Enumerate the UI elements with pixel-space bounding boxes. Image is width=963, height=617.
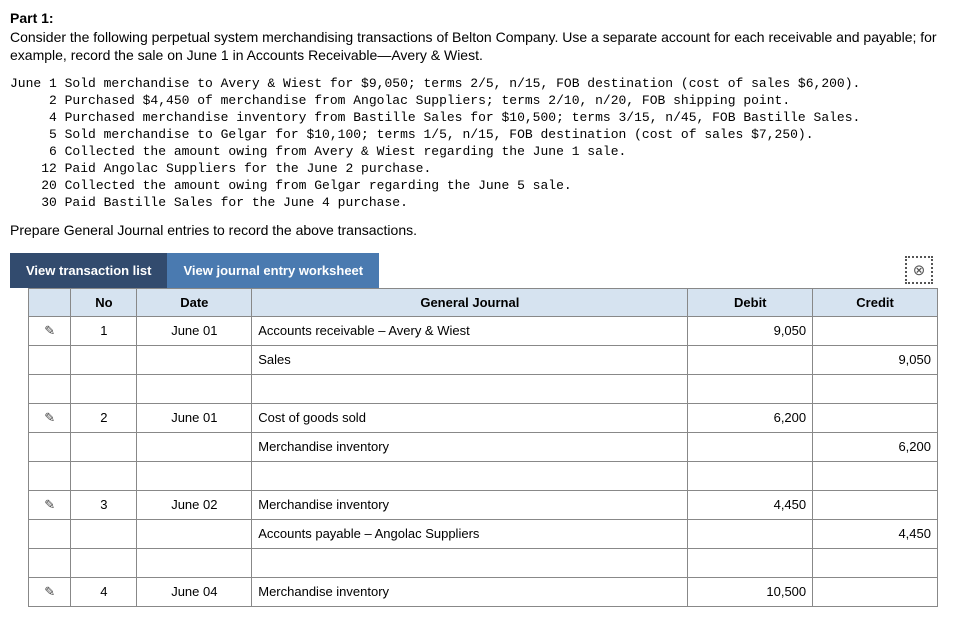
intro-text: Consider the following perpetual system …: [10, 28, 953, 64]
credit-cell[interactable]: [813, 316, 938, 345]
transaction-list: June 1 Sold merchandise to Avery & Wiest…: [10, 76, 953, 211]
no-cell: [71, 461, 137, 490]
journal-table: No Date General Journal Debit Credit ✎1J…: [28, 288, 938, 607]
debit-cell[interactable]: [688, 432, 813, 461]
table-row: ✎1June 01Accounts receivable – Avery & W…: [29, 316, 938, 345]
credit-cell[interactable]: [813, 461, 938, 490]
no-cell: [71, 374, 137, 403]
account-cell[interactable]: Cost of goods sold: [252, 403, 688, 432]
account-cell[interactable]: Sales: [252, 345, 688, 374]
no-cell: [71, 519, 137, 548]
debit-cell[interactable]: 6,200: [688, 403, 813, 432]
account-cell[interactable]: Merchandise inventory: [252, 490, 688, 519]
part-title: Part 1:: [10, 10, 953, 26]
edit-icon: [29, 548, 71, 577]
header-edit: [29, 288, 71, 316]
credit-cell[interactable]: [813, 490, 938, 519]
table-row: Sales 9,050: [29, 345, 938, 374]
no-cell: [71, 548, 137, 577]
debit-cell[interactable]: 4,450: [688, 490, 813, 519]
debit-cell[interactable]: [688, 461, 813, 490]
table-row: Accounts payable – Angolac Suppliers 4,45…: [29, 519, 938, 548]
date-cell: [137, 432, 252, 461]
date-cell: June 01: [137, 403, 252, 432]
tab-bar: View transaction list View journal entry…: [10, 253, 953, 288]
debit-cell[interactable]: [688, 374, 813, 403]
date-cell: [137, 374, 252, 403]
account-cell[interactable]: [252, 461, 688, 490]
credit-cell[interactable]: 9,050: [813, 345, 938, 374]
debit-cell[interactable]: 9,050: [688, 316, 813, 345]
date-cell: June 04: [137, 577, 252, 606]
table-row: [29, 374, 938, 403]
edit-icon: [29, 519, 71, 548]
table-row: [29, 548, 938, 577]
edit-icon[interactable]: ✎: [29, 316, 71, 345]
credit-cell[interactable]: [813, 577, 938, 606]
debit-cell[interactable]: [688, 519, 813, 548]
table-row: ✎4June 04Merchandise inventory10,500: [29, 577, 938, 606]
close-icon[interactable]: ⊗: [905, 256, 933, 284]
account-cell[interactable]: [252, 374, 688, 403]
credit-cell[interactable]: [813, 403, 938, 432]
edit-icon: [29, 432, 71, 461]
edit-icon: [29, 345, 71, 374]
header-general-journal: General Journal: [252, 288, 688, 316]
no-cell: [71, 345, 137, 374]
tab-journal-worksheet[interactable]: View journal entry worksheet: [167, 253, 379, 288]
table-row: ✎2June 01Cost of goods sold6,200: [29, 403, 938, 432]
no-cell: 2: [71, 403, 137, 432]
debit-cell[interactable]: [688, 548, 813, 577]
date-cell: [137, 519, 252, 548]
account-cell[interactable]: Accounts payable – Angolac Suppliers: [252, 519, 688, 548]
date-cell: June 02: [137, 490, 252, 519]
account-cell[interactable]: [252, 548, 688, 577]
debit-cell[interactable]: 10,500: [688, 577, 813, 606]
account-cell[interactable]: Merchandise inventory: [252, 432, 688, 461]
no-cell: 3: [71, 490, 137, 519]
credit-cell[interactable]: [813, 374, 938, 403]
edit-icon[interactable]: ✎: [29, 577, 71, 606]
date-cell: June 01: [137, 316, 252, 345]
no-cell: 1: [71, 316, 137, 345]
credit-cell[interactable]: 4,450: [813, 519, 938, 548]
edit-icon: [29, 461, 71, 490]
date-cell: [137, 461, 252, 490]
edit-icon[interactable]: ✎: [29, 490, 71, 519]
date-cell: [137, 548, 252, 577]
debit-cell[interactable]: [688, 345, 813, 374]
account-cell[interactable]: Merchandise inventory: [252, 577, 688, 606]
date-cell: [137, 345, 252, 374]
table-row: [29, 461, 938, 490]
tab-transaction-list[interactable]: View transaction list: [10, 253, 167, 288]
table-row: Merchandise inventory 6,200: [29, 432, 938, 461]
header-debit: Debit: [688, 288, 813, 316]
table-row: ✎3June 02Merchandise inventory4,450: [29, 490, 938, 519]
instruction-text: Prepare General Journal entries to recor…: [10, 222, 953, 238]
edit-icon: [29, 374, 71, 403]
credit-cell[interactable]: [813, 548, 938, 577]
no-cell: 4: [71, 577, 137, 606]
no-cell: [71, 432, 137, 461]
edit-icon[interactable]: ✎: [29, 403, 71, 432]
header-date: Date: [137, 288, 252, 316]
account-cell[interactable]: Accounts receivable – Avery & Wiest: [252, 316, 688, 345]
header-no: No: [71, 288, 137, 316]
header-credit: Credit: [813, 288, 938, 316]
credit-cell[interactable]: 6,200: [813, 432, 938, 461]
